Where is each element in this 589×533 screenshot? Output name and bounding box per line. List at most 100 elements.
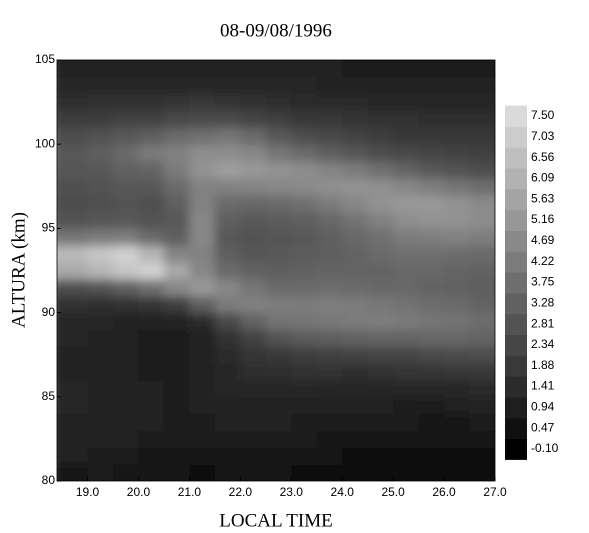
heatmap-cell — [265, 110, 292, 128]
heatmap-cell — [113, 447, 140, 465]
heatmap-cell — [367, 363, 394, 381]
heatmap-cell — [342, 363, 369, 381]
heatmap-cell — [138, 76, 165, 95]
heatmap-cell — [469, 278, 495, 297]
heatmap-cell — [138, 346, 165, 364]
heatmap-cell — [265, 363, 292, 381]
heatmap-cell — [57, 76, 89, 95]
heatmap-cell — [291, 396, 318, 415]
heatmap-cell — [316, 144, 343, 162]
y-tick-label: 90 — [42, 305, 56, 319]
heatmap-cell — [138, 278, 165, 297]
heatmap-cell — [469, 262, 495, 280]
y-tick-label: 85 — [42, 389, 56, 403]
heatmap-cell — [87, 447, 114, 465]
heatmap-cell — [469, 329, 495, 347]
heatmap-cell — [265, 413, 292, 432]
heatmap-cell — [291, 379, 318, 398]
heatmap-cell — [316, 329, 343, 347]
heatmap-cell — [291, 93, 318, 112]
heatmap-cell — [367, 278, 394, 297]
heatmap-cell — [367, 430, 394, 448]
heatmap-cell — [265, 346, 292, 364]
heatmap-cell — [163, 177, 191, 196]
heatmap-cell — [87, 262, 114, 280]
heatmap-cell — [113, 312, 140, 331]
colorbar-swatch — [505, 147, 527, 169]
heatmap-cell — [367, 329, 394, 347]
chart-title: 08-09/08/1996 — [220, 20, 332, 41]
heatmap-cell — [342, 278, 369, 297]
heatmap-cell — [113, 110, 140, 128]
x-tick-label: 26.0 — [432, 485, 456, 499]
heatmap-cell — [87, 194, 114, 213]
heatmap-cell — [291, 295, 318, 314]
heatmap-cell — [138, 447, 165, 465]
heatmap-cell — [163, 430, 191, 448]
colorbar-swatch — [505, 251, 527, 273]
heatmap-cell — [138, 464, 165, 481]
heatmap-cell — [87, 60, 114, 78]
heatmap-cell — [469, 60, 495, 78]
heatmap-cell — [189, 413, 216, 432]
heatmap-cell — [418, 228, 445, 246]
heatmap-cell — [316, 194, 343, 213]
heatmap-cell — [316, 278, 343, 297]
heatmap-cell — [214, 430, 241, 448]
heatmap-cell — [214, 177, 241, 196]
heatmap-cell — [469, 211, 495, 229]
heatmap-cell — [291, 464, 318, 481]
colorbar-label: 2.81 — [531, 316, 555, 330]
heatmap-cell — [342, 177, 369, 196]
heatmap-cell — [87, 363, 114, 381]
heatmap-cell — [57, 295, 89, 314]
heatmap-cell — [418, 194, 445, 213]
heatmap-cell — [57, 144, 89, 162]
heatmap-cell — [214, 161, 241, 179]
heatmap-cell — [469, 396, 495, 415]
heatmap-cell — [342, 228, 369, 246]
heatmap-cell — [469, 312, 495, 331]
heatmap-cell — [291, 413, 318, 432]
heatmap-cell — [367, 161, 394, 179]
heatmap-cell — [367, 76, 394, 95]
heatmap-cell — [418, 127, 445, 145]
heatmap-cell — [393, 413, 420, 432]
heatmap-cell — [342, 144, 369, 162]
heatmap-cell — [469, 194, 495, 213]
heatmap-cell — [393, 60, 420, 78]
heatmap-cell — [189, 278, 216, 297]
heatmap-cell — [163, 447, 191, 465]
heatmap-cell — [163, 278, 191, 297]
heatmap-cell — [291, 194, 318, 213]
heatmap-cell — [444, 211, 471, 229]
heatmap-cell — [393, 396, 420, 415]
x-tick-label: 24.0 — [331, 485, 355, 499]
heatmap-cell — [291, 346, 318, 364]
heatmap-cell — [57, 464, 89, 481]
heatmap-cell — [138, 329, 165, 347]
heatmap-cell — [163, 396, 191, 415]
heatmap — [57, 60, 495, 481]
heatmap-cell — [163, 379, 191, 398]
heatmap-cell — [138, 295, 165, 314]
heatmap-cell — [316, 245, 343, 263]
heatmap-cell — [113, 211, 140, 229]
heatmap-cell — [214, 363, 241, 381]
heatmap-cell — [444, 312, 471, 331]
heatmap-cell — [418, 93, 445, 112]
heatmap-cell — [342, 93, 369, 112]
heatmap-cell — [138, 211, 165, 229]
heatmap-cell — [393, 363, 420, 381]
heatmap-cell — [469, 228, 495, 246]
heatmap-cell — [189, 447, 216, 465]
heatmap-cell — [57, 346, 89, 364]
heatmap-cell — [138, 110, 165, 128]
heatmap-cell — [393, 329, 420, 347]
heatmap-cell — [444, 76, 471, 95]
heatmap-cell — [367, 396, 394, 415]
heatmap-cell — [342, 312, 369, 331]
heatmap-cell — [138, 144, 165, 162]
